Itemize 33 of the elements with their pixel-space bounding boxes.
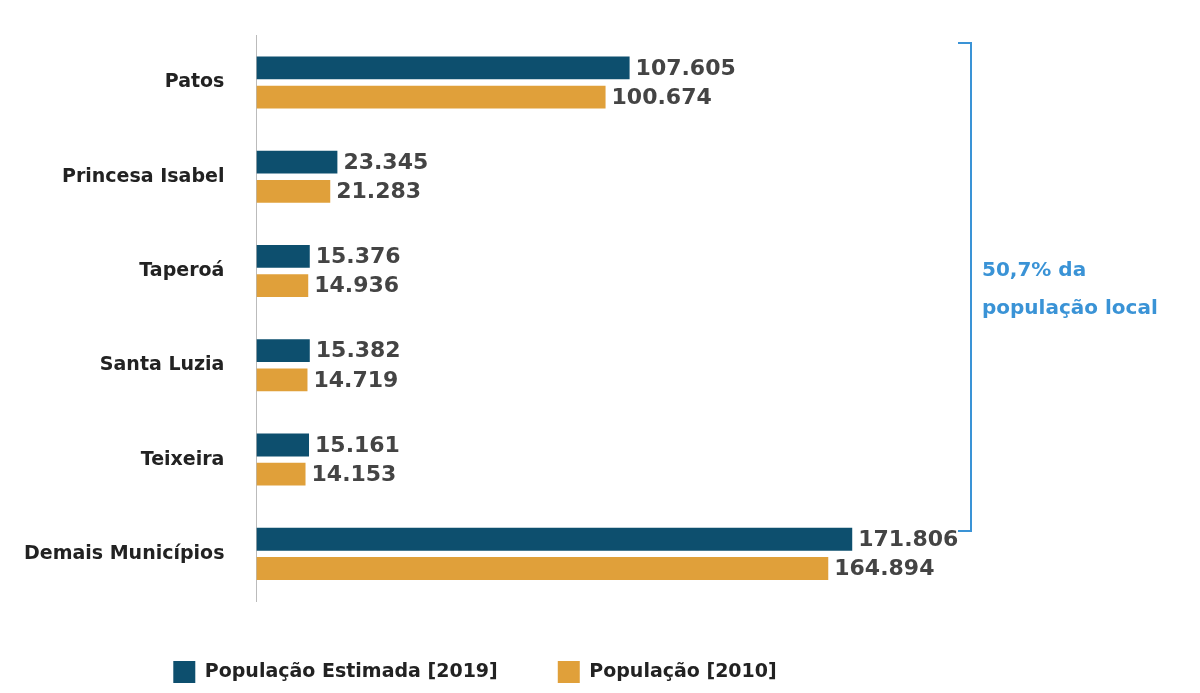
data-label: 14.153 [311, 460, 397, 486]
bar [256, 462, 306, 486]
data-label: 21.283 [336, 178, 422, 204]
y-tick-label: Santa Luzia [99, 352, 225, 375]
y-tick-label: Princesa Isabel [62, 163, 225, 186]
bar [256, 368, 308, 392]
text: 50,7% da população local [982, 256, 1159, 321]
bar [256, 557, 829, 580]
data-label: 14.936 [314, 272, 400, 298]
bar [256, 274, 309, 298]
bar [256, 180, 331, 203]
data-label: 171.806 [858, 525, 959, 551]
data-label: 15.161 [315, 431, 400, 457]
legend-label: População Estimada [2019] [204, 658, 498, 681]
data-label: 107.605 [635, 54, 736, 80]
y-tick-label: Demais Municípios [24, 540, 225, 563]
bar [256, 85, 606, 109]
bar [256, 339, 310, 363]
data-label: 164.894 [834, 555, 935, 581]
bar [256, 527, 853, 551]
data-label: 15.382 [315, 337, 401, 363]
data-label: 15.376 [315, 243, 401, 269]
data-label: 100.674 [611, 83, 712, 109]
bar [256, 433, 310, 457]
data-label: 14.719 [313, 366, 399, 392]
y-tick-label: Teixeira [140, 446, 225, 469]
y-tick-label: Patos [164, 69, 225, 92]
bar [256, 245, 310, 268]
y-tick-label: Taperoá [139, 258, 225, 280]
legend-label: População [2010] [589, 658, 777, 681]
data-label: 23.345 [343, 148, 429, 174]
bar [256, 56, 630, 80]
bar [256, 150, 338, 174]
